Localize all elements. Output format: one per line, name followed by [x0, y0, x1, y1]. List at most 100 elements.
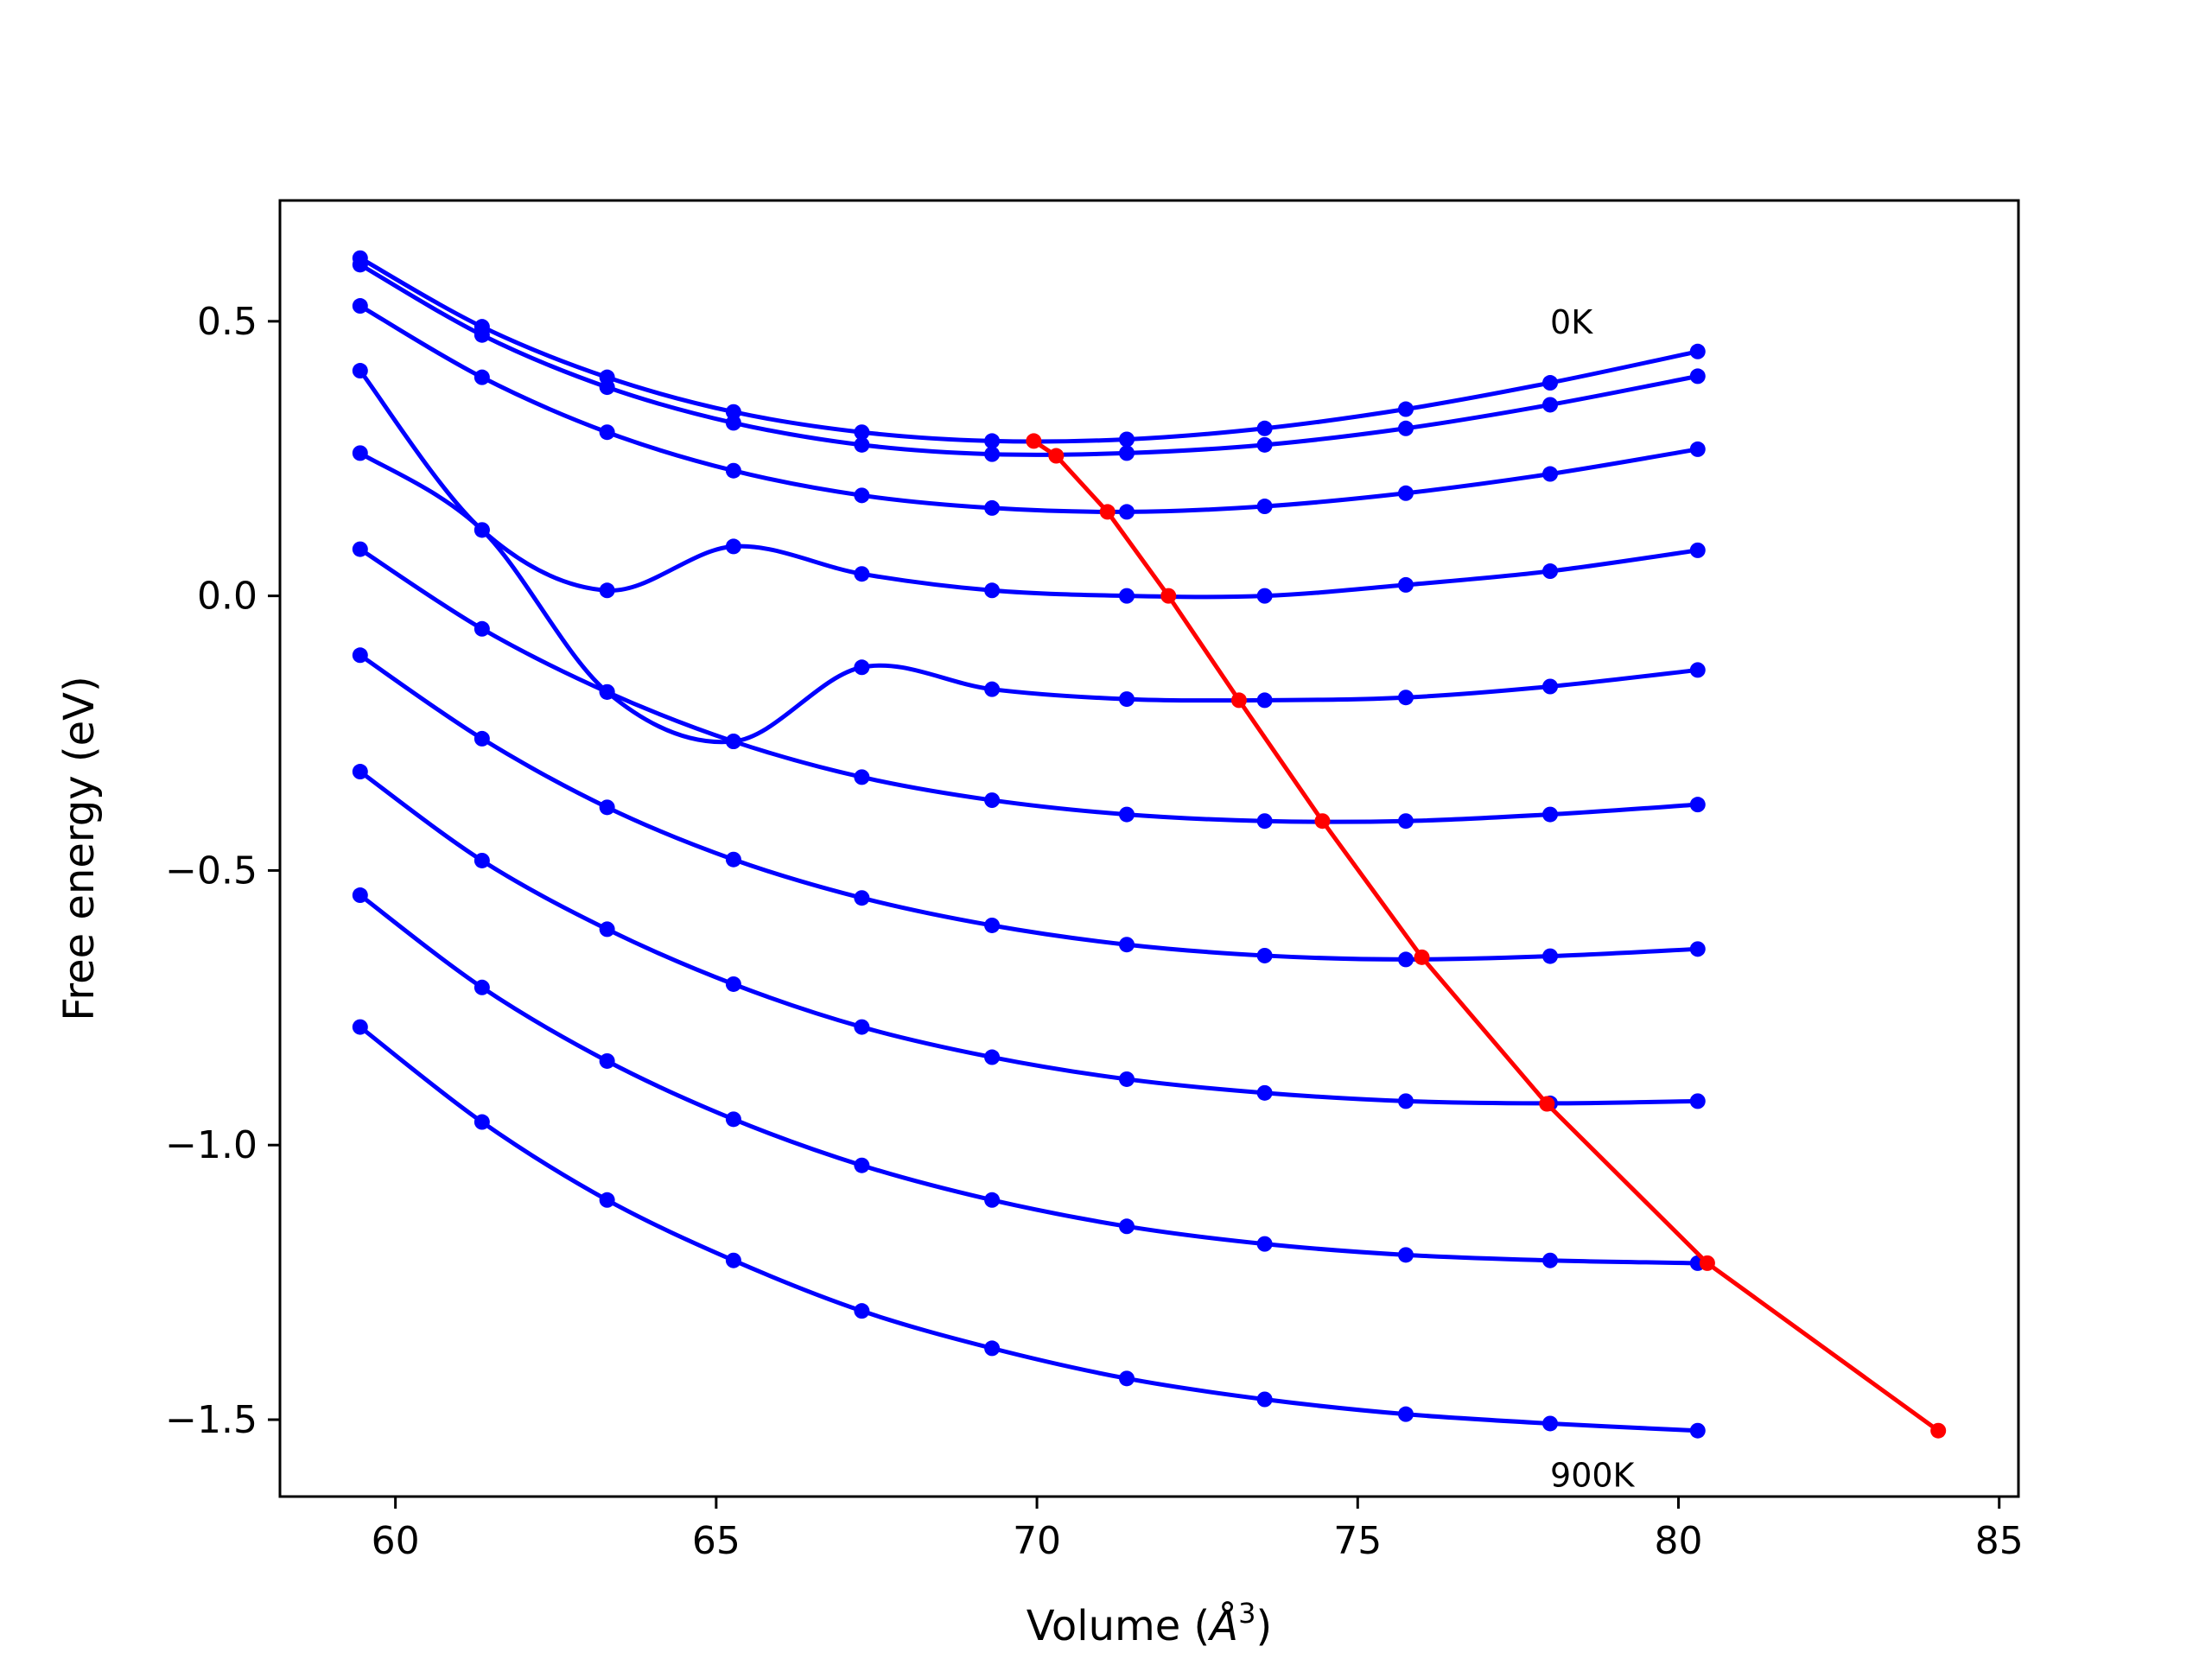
curve-7-point-6: [1119, 1071, 1135, 1087]
x-tick-label-1: 65: [692, 1519, 741, 1563]
curve-1-point-3: [725, 415, 741, 431]
curve-2-point-0: [352, 298, 368, 315]
x-tick-label-0: 60: [372, 1519, 420, 1563]
plot-frame: [278, 199, 2020, 1498]
curve-1-point-4: [854, 436, 870, 453]
curve-8-point-2: [599, 1052, 615, 1069]
curve-2-point-5: [984, 499, 1001, 516]
curve-2-point-3: [725, 462, 741, 479]
curve-4-point-8: [1397, 690, 1414, 706]
curve-3-point-6: [1119, 588, 1135, 604]
curve-4-point-0: [352, 445, 368, 461]
curve-7-point-0: [352, 764, 368, 780]
curve-8-point-0: [352, 887, 368, 904]
curve-9-point-9: [1542, 1415, 1559, 1432]
free-energy-curve-5: [359, 547, 1698, 824]
minimum-point-3: [1160, 588, 1177, 604]
curve-8-point-6: [1119, 1218, 1135, 1235]
x-axis-label-prefix: Volume (: [1027, 1602, 1211, 1650]
curve-4-point-6: [1119, 691, 1135, 708]
curve-0-point-4: [854, 424, 870, 441]
curve-3-point-7: [1256, 588, 1273, 604]
curve-2-point-9: [1542, 466, 1559, 482]
curve-8-point-8: [1397, 1247, 1414, 1263]
curve-2-point-4: [854, 487, 870, 504]
curve-0-point-5: [984, 433, 1001, 449]
minimum-point-7: [1539, 1096, 1555, 1112]
curve-7-point-5: [984, 1049, 1001, 1065]
curve-4-point-9: [1542, 678, 1559, 695]
curve-6-point-5: [984, 917, 1001, 933]
x-tick-label-5: 85: [1975, 1519, 2024, 1563]
curve-7-point-8: [1397, 1093, 1414, 1109]
curve-5-point-2: [599, 683, 615, 700]
curve-3-point-0: [352, 363, 368, 379]
curve-1-point-1: [474, 327, 490, 343]
curve-4-point-5: [984, 681, 1001, 697]
curve-4-point-10: [1689, 662, 1706, 678]
curve-5-point-0: [352, 541, 368, 557]
curve-5-point-7: [1256, 813, 1273, 830]
y-tick-label-2: −0.5: [165, 849, 257, 893]
minimum-point-4: [1230, 692, 1247, 709]
curve-2-point-2: [599, 424, 615, 441]
annotation-0: 0K: [1550, 303, 1593, 341]
x-axis-ticks: 60 65 70 75 80 85: [372, 1497, 2024, 1563]
y-tick-label-3: −1.0: [165, 1123, 257, 1167]
curve-6-point-7: [1256, 947, 1273, 963]
free-energy-curve-6: [359, 653, 1698, 962]
curve-1-point-9: [1542, 397, 1559, 413]
curve-6-point-2: [599, 799, 615, 816]
curve-6-point-0: [352, 647, 368, 664]
curve-5-point-10: [1689, 797, 1706, 813]
curve-3-point-8: [1397, 576, 1414, 593]
y-axis-ticks: 0.5 0.0 −0.5 −1.0 −1.5: [165, 300, 280, 1442]
curve-6-point-10: [1689, 941, 1706, 957]
curve-6-point-3: [725, 851, 741, 868]
x-tick-label-4: 80: [1655, 1519, 1703, 1563]
curve-2-point-8: [1397, 485, 1414, 501]
curve-1-point-7: [1256, 436, 1273, 453]
curve-6-point-6: [1119, 937, 1135, 953]
annotation-group: 0K 900K: [1550, 303, 1636, 1495]
minimum-point-6: [1414, 949, 1430, 965]
annotation-1: 900K: [1550, 1457, 1636, 1495]
y-axis-label: Free energy (eV): [55, 676, 104, 1020]
free-energy-curve-4: [359, 451, 1699, 745]
curve-3-point-10: [1689, 542, 1706, 558]
curve-9-point-8: [1397, 1406, 1414, 1422]
minimum-point-5: [1314, 813, 1331, 830]
curve-9-point-6: [1119, 1370, 1135, 1387]
curve-5-point-9: [1542, 806, 1559, 823]
curve-8-point-1: [474, 979, 490, 995]
curve-3-point-4: [854, 566, 870, 582]
curve-3-point-3: [725, 538, 741, 555]
curve-2-point-10: [1689, 441, 1706, 457]
curve-7-point-1: [474, 852, 490, 868]
x-axis-label-unit: Å: [1207, 1601, 1238, 1650]
curve-0-point-7: [1256, 420, 1273, 436]
curve-7-point-4: [854, 1019, 870, 1035]
curve-3-point-5: [984, 582, 1001, 599]
y-tick-label-4: −1.5: [165, 1398, 257, 1442]
curve-9-point-4: [854, 1303, 870, 1319]
curve-5-point-4: [854, 769, 870, 785]
curve-5-point-8: [1397, 813, 1414, 830]
x-tick-label-3: 75: [1333, 1519, 1382, 1563]
curve-8-point-7: [1256, 1236, 1273, 1252]
curve-8-point-5: [984, 1192, 1001, 1208]
minimum-line: [1032, 439, 1940, 1433]
curve-1-point-2: [599, 379, 615, 396]
curve-9-point-10: [1689, 1422, 1706, 1439]
y-tick-label-0: 0.5: [197, 300, 257, 344]
curve-8-point-9: [1542, 1252, 1559, 1268]
curve-5-point-3: [725, 734, 741, 750]
curve-group: [352, 250, 1706, 1439]
curve-0-point-3: [725, 404, 741, 420]
curve-9-point-7: [1256, 1391, 1273, 1408]
minimum-point-2: [1099, 504, 1116, 520]
curve-9-point-0: [352, 1019, 368, 1035]
curve-5-point-6: [1119, 806, 1135, 823]
minimum-point-0: [1026, 433, 1042, 449]
x-axis-label-exponent: 3: [1238, 1597, 1255, 1630]
